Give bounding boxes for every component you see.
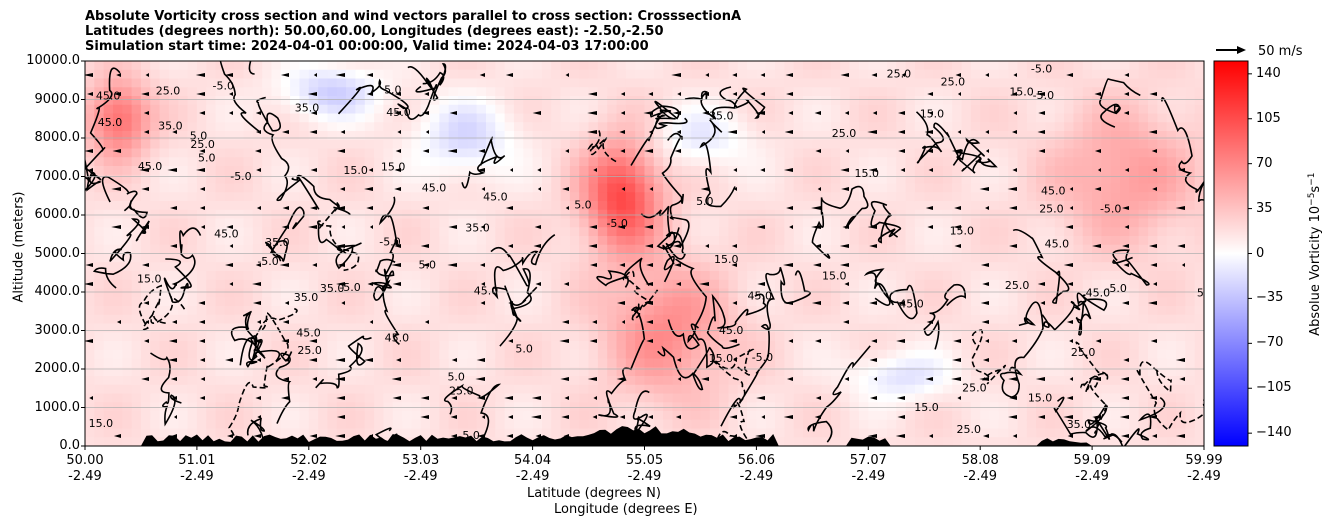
x-tick-label-lon: -2.49 [851,469,886,484]
x-tick-label-lon: -2.49 [515,469,550,484]
x-tick-label-lat: 55.05 [625,453,664,468]
colorbar-label-text: Absolue Vorticity 10 [1308,205,1324,336]
x-tick-label-lon: -2.49 [1075,469,1109,484]
wind-vectors [85,73,1185,438]
contour-labels: 45.015.045.025.0-5.045.05.025.015.0-5.0-… [89,63,1204,442]
x-tick-label-lat: 54.04 [513,453,552,468]
colorbar-tick-label: −105 [1256,380,1292,396]
y-tick-label: 5000.0 [34,245,81,261]
title-line-2: Latitudes (degrees north): 50.00,60.00, … [85,24,664,39]
x-tick-label-lon: -2.49 [739,469,774,484]
colorbar-tick-label: 140 [1256,65,1281,81]
colorbar-tick-label: 0 [1256,245,1265,261]
y-tick-label: 6000.0 [34,207,81,222]
y-tick-label: 1000.0 [34,399,81,415]
x-tick-label-lat: 56.06 [737,453,775,468]
colorbar-tick-label: 105 [1256,110,1281,126]
x-tick-label-lon: -2.49 [68,469,102,484]
x-tick-label-lon: -2.49 [963,469,997,484]
colorbar-label-exp2: −1 [1306,172,1317,186]
x-tick-label-lon: -2.49 [627,469,662,484]
y-tick-label: 4000.0 [34,284,81,299]
x-tick-label-lon: -2.49 [291,469,326,484]
colorbar-label-unit: s [1308,185,1324,193]
colorbar-tick-label: −35 [1256,290,1284,306]
colorbar-tick-label: −140 [1256,425,1292,441]
y-axis-label: Altitude (meters) [11,191,27,303]
x-tick-label-lat: 51.01 [178,453,216,468]
colorbar-ticks [1248,73,1252,434]
x-tick-label-lat: 58.08 [961,453,999,468]
x-tick-label-lat: 50.00 [66,453,104,468]
x-axis-label-lat: Latitude (degrees N) [527,486,661,501]
x-tick-label-lat: 53.03 [402,453,440,468]
title-line-3: Simulation start time: 2024-04-01 00:00:… [85,39,649,54]
y-tick-label: 3000.0 [34,322,81,338]
x-tick-label-lat: 59.99 [1185,453,1223,468]
colorbar-label-exp: −5 [1306,192,1317,206]
x-tick-label-lat: 59.09 [1073,453,1111,468]
x-tick-label-lon: -2.49 [403,469,438,484]
x-tick-label-lon: -2.49 [180,469,214,484]
x-axis-label-lon: Longitude (degrees E) [554,502,698,517]
axis-ticks [81,60,1205,450]
colorbar-label: Absolue Vorticity 10−5s−1 [1307,169,1323,339]
title-line-1: Absolute Vorticity cross section and win… [85,9,742,24]
colorbar-tick-label: 70 [1256,155,1273,171]
x-tick-label-lat: 57.07 [849,453,887,468]
y-tick-label: 0.0 [59,438,80,453]
y-tick-label: 7000.0 [34,168,81,184]
y-tick-label: 8000.0 [34,130,81,145]
reference-vector-label: 50 m/s [1258,44,1303,59]
terrain [85,426,1204,446]
colorbar [1213,60,1249,447]
colorbar-tick-label: −70 [1256,335,1284,351]
y-tick-label: 10000.0 [26,53,80,68]
y-tick-label: 9000.0 [34,91,81,107]
y-tick-label: 2000.0 [34,361,81,376]
reference-vector-arrow [1216,46,1246,54]
contour-lines [85,61,1204,446]
x-tick-label-lat: 52.02 [290,453,328,468]
colorbar-tick-label: 35 [1256,200,1273,216]
x-tick-label-lon: -2.49 [1187,469,1221,484]
